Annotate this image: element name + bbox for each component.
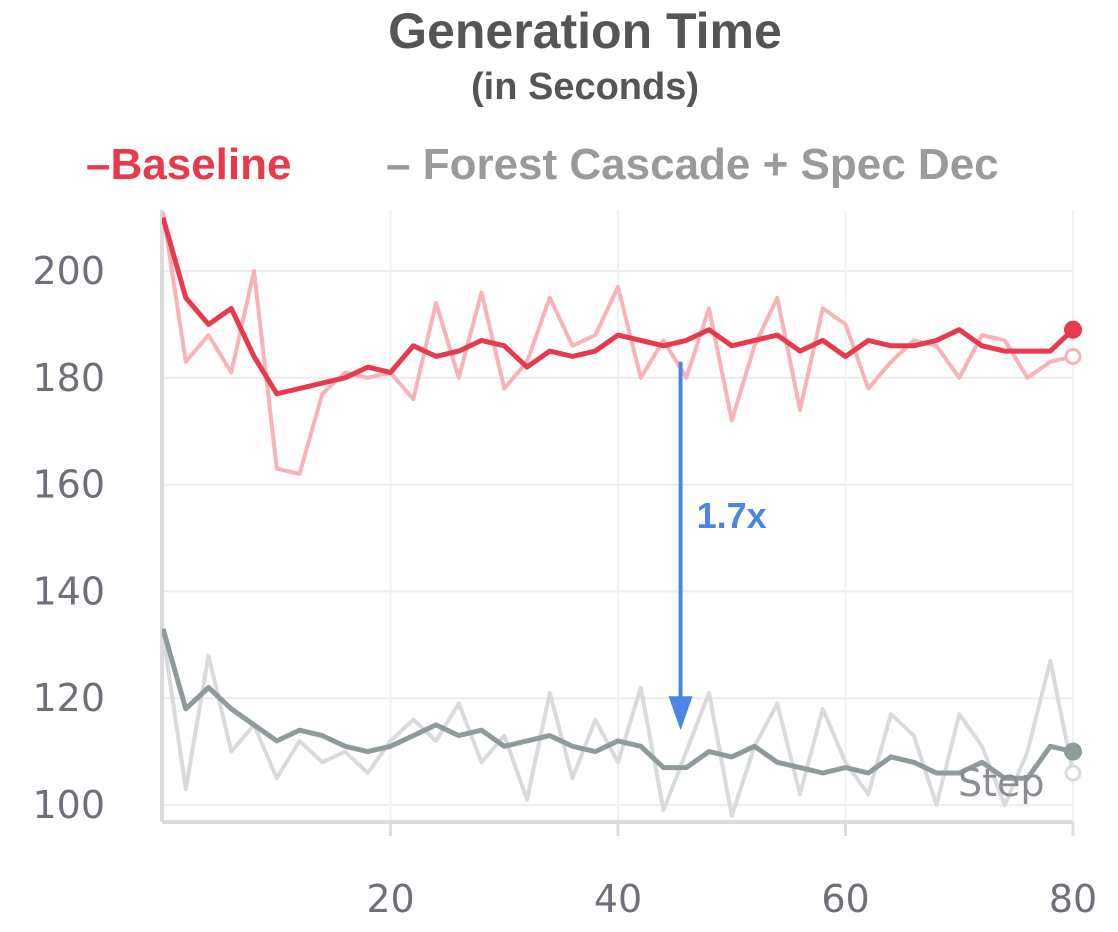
y-tick-label: 120 (32, 676, 105, 720)
x-tick-label: 20 (366, 877, 414, 921)
y-tick-label: 100 (32, 783, 105, 827)
speedup-label: 1.7x (697, 495, 767, 536)
series-forest-cascade-smoothed-line (162, 628, 1074, 781)
y-tick-label: 160 (32, 463, 105, 507)
series-baseline-smoothed-line (162, 216, 1075, 397)
speedup-arrow-head (668, 696, 693, 731)
y-tick-label: 180 (32, 356, 105, 400)
series-forest-cascade-raw-line (162, 633, 1075, 818)
series-baseline-raw-endpoint (1064, 347, 1082, 365)
chart-legend: –Baseline – Forest Cascade + Spec Dec (0, 140, 1118, 196)
y-tick-label: 140 (32, 569, 105, 613)
x-tick-label: 60 (821, 877, 869, 921)
x-axis-label: Step (958, 761, 1045, 805)
legend-item-baseline: –Baseline (86, 140, 292, 189)
x-tick-label: 40 (594, 877, 642, 921)
series-baseline-endpoint (1064, 320, 1082, 339)
chart-subtitle: (in Seconds) (470, 66, 700, 108)
chart-title: Generation Time (388, 3, 782, 59)
legend-item-forest-cascade: – Forest Cascade + Spec Dec (386, 140, 999, 189)
x-tick-label: 80 (1049, 877, 1097, 921)
series-forest-cascade-raw-endpoint (1064, 764, 1082, 782)
series-forest-cascade-endpoint (1064, 742, 1082, 761)
y-tick-label: 200 (32, 249, 105, 293)
